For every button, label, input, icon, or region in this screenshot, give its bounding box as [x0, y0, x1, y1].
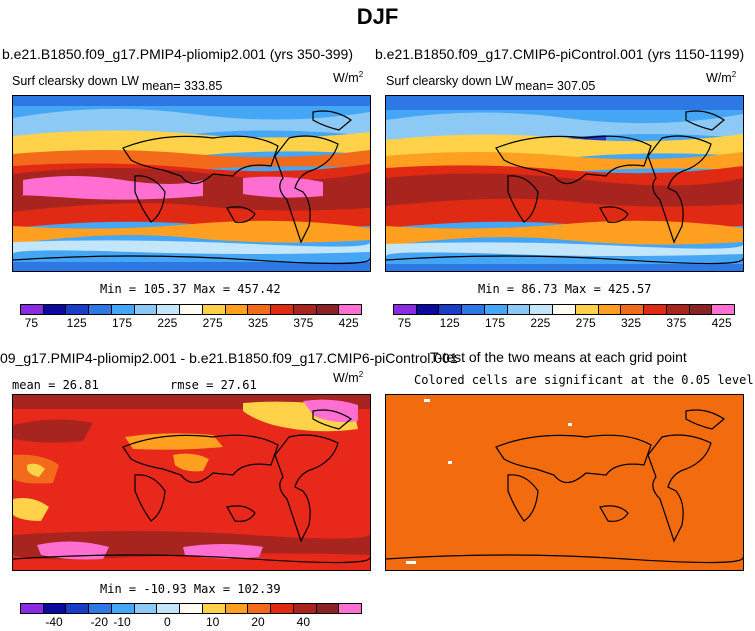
- colorbar-tick-label: 225: [157, 316, 178, 330]
- panel3-units: W/m2: [333, 370, 364, 386]
- colorbar-swatch: [225, 604, 249, 613]
- panel2-units: W/m2: [706, 70, 737, 86]
- colorbar-swatch: [248, 305, 272, 314]
- panel4-map: [385, 394, 744, 571]
- colorbar-swatch: [666, 305, 690, 314]
- colorbar-swatch: [530, 305, 554, 314]
- colorbar-tick-label: 125: [439, 316, 460, 330]
- colorbar-tick-label: 275: [575, 316, 596, 330]
- colorbar-swatch: [225, 305, 249, 314]
- colorbar-swatch: [293, 305, 317, 314]
- colorbar-tick-label: 425: [711, 316, 732, 330]
- panel3-map: [12, 394, 371, 571]
- panel1-colorbar-ticks: 75 125 175 225 275 325 375 425: [20, 316, 360, 330]
- panel2-colorbar: [393, 304, 735, 315]
- colorbar-tick-label: 75: [397, 316, 412, 330]
- colorbar-swatch: [43, 604, 67, 613]
- colorbar-swatch: [134, 604, 158, 613]
- colorbar-tick-label: 225: [530, 316, 551, 330]
- colorbar-swatch: [462, 305, 485, 314]
- panel1-variable: Surf clearsky down LW: [12, 74, 139, 88]
- colorbar-swatch: [394, 305, 417, 314]
- colorbar-swatch: [339, 604, 362, 613]
- colorbar-tick-label: -40: [45, 615, 63, 629]
- panel2-variable: Surf clearsky down LW: [386, 74, 513, 88]
- colorbar-swatch: [271, 305, 294, 314]
- colorbar-swatch: [271, 604, 294, 613]
- colorbar-swatch: [316, 305, 340, 314]
- colorbar-swatch: [111, 604, 135, 613]
- colorbar-swatch: [339, 305, 362, 314]
- colorbar-swatch: [248, 604, 272, 613]
- colorbar-tick-label: 175: [111, 316, 133, 330]
- colorbar-tick-label: 175: [484, 316, 506, 330]
- colorbar-tick-label: 375: [666, 316, 687, 330]
- panel2-map: [385, 95, 744, 272]
- panel3-case-title: 09_g17.PMIP4-pliomip2.001 - b.e21.B1850.…: [0, 350, 458, 366]
- colorbar-swatch: [293, 604, 317, 613]
- panel4-subtitle: Colored cells are significant at the 0.0…: [414, 373, 754, 387]
- colorbar-swatch: [89, 305, 112, 314]
- panel1-map: [12, 95, 371, 272]
- colorbar-tick-label: 425: [338, 316, 359, 330]
- colorbar-tick-label: 40: [296, 615, 311, 629]
- colorbar-tick-label: 375: [293, 316, 314, 330]
- colorbar-swatch: [416, 305, 440, 314]
- colorbar-swatch: [621, 305, 645, 314]
- colorbar-swatch: [21, 305, 44, 314]
- panel2-min-max: Min = 86.73 Max = 425.57: [478, 282, 652, 296]
- colorbar-tick-label: 0: [163, 615, 171, 629]
- colorbar-tick-label: 275: [202, 316, 223, 330]
- colorbar-swatch: [157, 604, 181, 613]
- colorbar-swatch: [111, 305, 135, 314]
- colorbar-swatch: [439, 305, 463, 314]
- colorbar-swatch: [157, 305, 181, 314]
- panel1-units: W/m2: [333, 70, 364, 86]
- colorbar-tick-label: -10: [113, 615, 131, 629]
- colorbar-swatch: [43, 305, 67, 314]
- colorbar-swatch: [89, 604, 112, 613]
- panel3-colorbar: [20, 603, 362, 614]
- panel1-mean: mean= 333.85: [142, 79, 223, 93]
- panel2-case-title: b.e21.B1850.f09_g17.CMIP6-piControl.001 …: [375, 46, 745, 62]
- panel4-title: T-test of the two means at each grid poi…: [430, 349, 687, 365]
- colorbar-tick-label: 10: [205, 615, 220, 629]
- colorbar-swatch: [575, 305, 599, 314]
- colorbar-swatch: [484, 305, 508, 314]
- colorbar-swatch: [202, 604, 226, 613]
- figure-title: DJF: [356, 4, 399, 29]
- colorbar-swatch: [202, 305, 226, 314]
- panel3-min-max: Min = -10.93 Max = 102.39: [100, 582, 281, 596]
- colorbar-swatch: [21, 604, 44, 613]
- colorbar-swatch: [689, 305, 713, 314]
- panel1-case-title: b.e21.B1850.f09_g17.PMIP4-pliomip2.001 (…: [2, 46, 353, 62]
- colorbar-tick-label: 325: [620, 316, 642, 330]
- colorbar-swatch: [316, 604, 340, 613]
- colorbar-swatch: [66, 604, 90, 613]
- colorbar-tick-label: 125: [66, 316, 87, 330]
- panel1-colorbar: [20, 304, 362, 315]
- panel2-colorbar-ticks: 75 125 175 225 275 325 375 425: [393, 316, 733, 330]
- colorbar-swatch: [180, 604, 203, 613]
- colorbar-swatch: [66, 305, 90, 314]
- colorbar-tick-label: 325: [247, 316, 269, 330]
- colorbar-tick-label: 75: [24, 316, 39, 330]
- colorbar-swatch: [180, 305, 203, 314]
- colorbar-swatch: [553, 305, 576, 314]
- colorbar-swatch: [712, 305, 735, 314]
- panel1-min-max: Min = 105.37 Max = 457.42: [100, 282, 281, 296]
- colorbar-swatch: [598, 305, 622, 314]
- panel2-mean: mean= 307.05: [515, 79, 596, 93]
- colorbar-tick-label: -20: [90, 615, 108, 629]
- panel3-rmse: rmse = 27.61: [170, 378, 257, 392]
- colorbar-swatch: [134, 305, 158, 314]
- colorbar-swatch: [644, 305, 667, 314]
- panel3-mean: mean = 26.81: [12, 378, 99, 392]
- colorbar-swatch: [507, 305, 531, 314]
- colorbar-tick-label: 20: [251, 615, 265, 629]
- panel3-colorbar-ticks: -40 -20 -10 0 10 20 40: [20, 615, 360, 629]
